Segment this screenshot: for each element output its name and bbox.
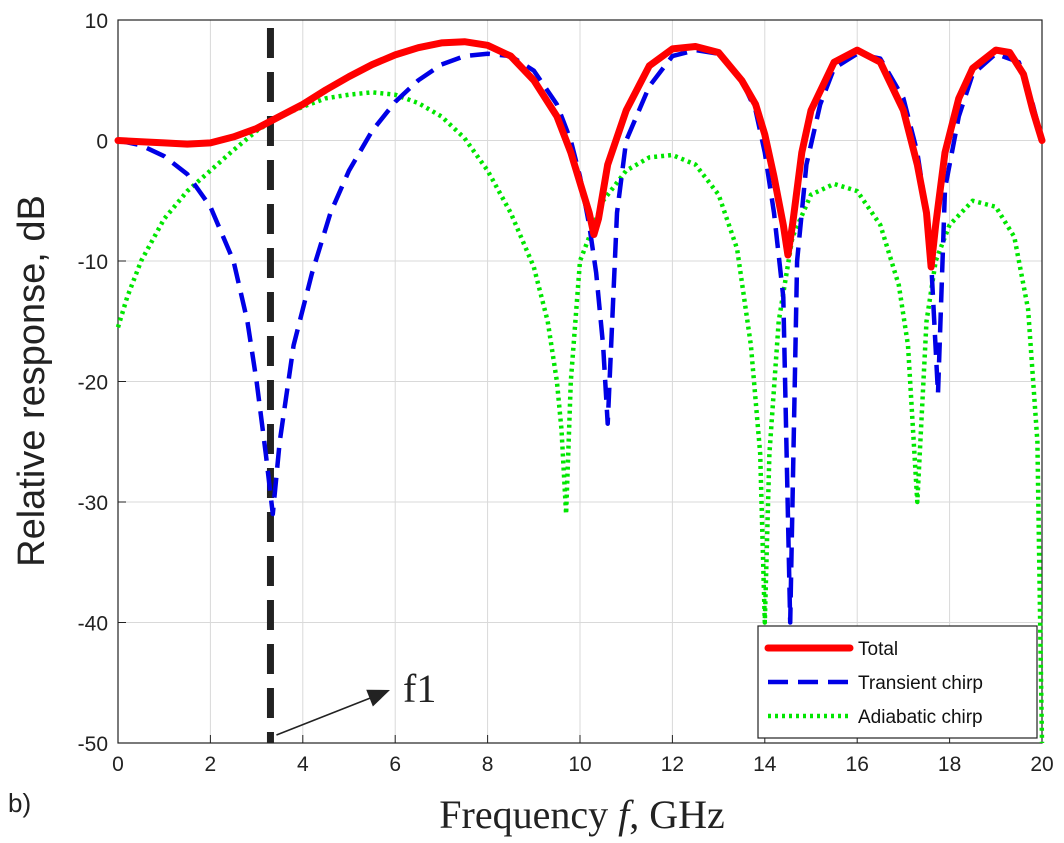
x-tick-label: 16 xyxy=(846,753,869,776)
x-tick-label: 2 xyxy=(205,753,217,776)
x-tick-label: 6 xyxy=(389,753,401,776)
x-axis-label: Frequency f, GHz xyxy=(439,792,724,837)
series-lines xyxy=(114,38,1046,744)
x-tick-label: 8 xyxy=(482,753,494,776)
series-line-total xyxy=(114,38,1046,271)
y-axis-label: Relative response, dB xyxy=(11,195,53,567)
legend: Total Transient chirp Adiabatic chirp xyxy=(757,625,1038,739)
x-tick-label: 14 xyxy=(753,753,777,776)
legend-label-adiabatic-chirp: Adiabatic chirp xyxy=(858,707,983,728)
x-tick-label: 12 xyxy=(661,753,684,776)
legend-label-transient-chirp: Transient chirp xyxy=(858,673,983,694)
y-tick-label: -10 xyxy=(78,251,108,274)
legend-label-total: Total xyxy=(858,639,898,660)
y-tick-label: 10 xyxy=(85,10,108,33)
y-tick-label: -50 xyxy=(78,733,108,756)
y-tick-label: -40 xyxy=(78,613,108,636)
annotation-f1: f1 xyxy=(403,666,436,711)
y-tick-label: -20 xyxy=(78,372,108,395)
series-line-adiabatic-chirp xyxy=(115,90,1045,744)
x-axis-label-text: Frequency xyxy=(439,792,608,837)
f1-marker-group: f1 xyxy=(266,28,436,743)
x-tick-label: 10 xyxy=(568,753,591,776)
x-tick-label: 0 xyxy=(112,753,124,776)
y-tick-label: -30 xyxy=(78,492,108,515)
y-tick-label: 0 xyxy=(96,131,108,154)
x-tick-label: 20 xyxy=(1030,753,1053,776)
annotation-arrow-line xyxy=(276,694,379,736)
axis-ticks: 0 2 4 6 8 10 12 14 16 18 20 10 0 -10 -20 -30 -40 -50 xyxy=(78,10,1054,776)
annotation-arrow-head xyxy=(366,689,390,707)
x-axis-label-unit: , GHz xyxy=(629,792,725,837)
x-tick-label: 4 xyxy=(297,753,309,776)
panel-label: b) xyxy=(8,788,31,818)
x-tick-label: 18 xyxy=(938,753,961,776)
